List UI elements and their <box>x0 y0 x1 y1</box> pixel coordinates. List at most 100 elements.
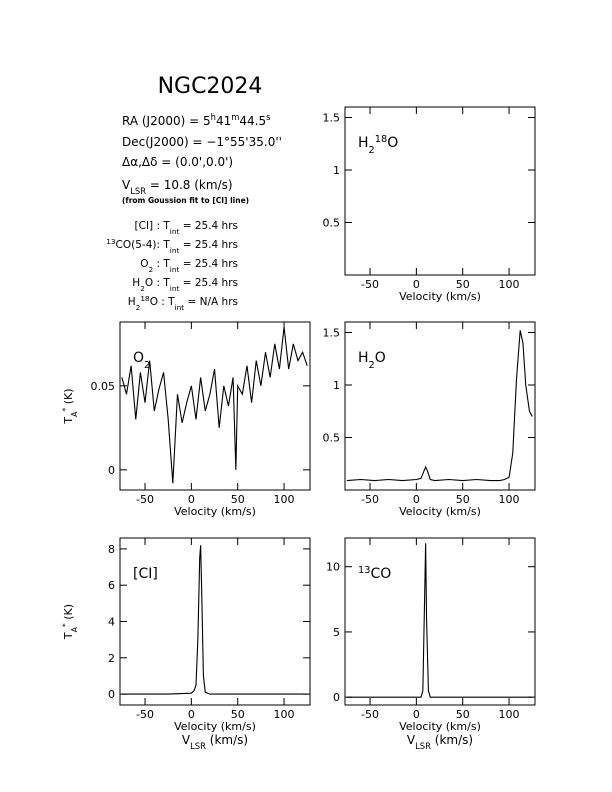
ra-line: RA (J2000) = 5h41m44.5s <box>122 112 271 128</box>
y-tick-label: 10 <box>326 561 340 574</box>
offset-line-part: Δα,Δδ = (0.0',0.0') <box>122 155 233 169</box>
x-axis-label-part: V <box>407 733 416 747</box>
tint-line: H218O : Tint = N/A hrs <box>128 294 238 312</box>
tint-line: [CI] : Tint = 25.4 hrs <box>135 220 238 236</box>
x-tick-label: 100 <box>499 278 520 291</box>
x-axis-label-part: Velocity (km/s) <box>399 290 481 303</box>
x-axis-label: Velocity (km/s) <box>399 505 481 518</box>
panel-label: [CI] <box>133 566 158 582</box>
tint-line: 13CO(5-4): Tint = 25.4 hrs <box>106 237 238 255</box>
y-tick-label: 0.05 <box>91 380 116 393</box>
x-tick-label: 50 <box>231 493 245 506</box>
panel: -50 0 50 100 0.5 1 1.5 H2O Velocity (km/s) <box>323 321 536 518</box>
panel: -50 0 50 100 0 5 10 13CO Velocity (km/s)VLSR (km… <box>326 537 536 751</box>
y-tick-label: 1.5 <box>323 112 341 125</box>
y-tick-label: 0.5 <box>323 432 341 445</box>
y-tick-label: 0 <box>108 688 115 701</box>
y-axis-label-part: * <box>61 623 70 627</box>
x-tick-label: 100 <box>274 708 295 721</box>
y-tick-label: 5 <box>333 626 340 639</box>
tint-line-part: 2 <box>140 284 145 293</box>
panel: -50 0 50 100 0 2 4 6 8 [CI] Velocity (km/s)VLSR (k… <box>61 537 311 751</box>
tint-line-part: int <box>170 246 180 255</box>
x-axis-label-part: Velocity (km/s) <box>174 720 256 733</box>
tint-line-part: = 25.4 hrs <box>179 239 238 251</box>
panel-label: 13CO <box>358 565 391 583</box>
panel-label-part: O <box>387 135 398 151</box>
y-tick-label: 4 <box>108 616 115 629</box>
x-axis-label: Velocity (km/s) <box>174 720 256 733</box>
panel-frame <box>344 321 536 491</box>
tint-line-part: O : T <box>150 296 175 308</box>
tint-line-part: 2 <box>136 303 141 312</box>
panel-label: H218O <box>358 134 398 156</box>
panel: -50 0 50 100 0.5 1 1.5 H218O Velocity (km/s) <box>323 106 536 303</box>
ra-line-part: 41 <box>216 114 231 128</box>
y-axis-label-part: A <box>70 411 79 417</box>
y-axis-label: TA* (K) <box>61 604 79 640</box>
ra-line-part: s <box>266 112 270 122</box>
x-tick-label: -50 <box>136 493 154 506</box>
x-tick-label: 50 <box>231 708 245 721</box>
vlsr-line: VLSR = 10.8 (km/s) <box>122 178 233 196</box>
ra-line-part: h <box>211 112 216 122</box>
tint-line: H2O : Tint = 25.4 hrs <box>132 277 238 293</box>
panel-label-part: 2 <box>369 360 375 371</box>
y-tick-label: 0 <box>333 691 340 704</box>
x-tick-label: 50 <box>456 708 470 721</box>
x-axis-label-part: Velocity (km/s) <box>399 720 481 733</box>
x-tick-label: 100 <box>499 493 520 506</box>
note-line: (from Goussion fit to [CI] line) <box>122 196 249 205</box>
panel-label-part: 13 <box>358 565 370 576</box>
y-tick-label: 6 <box>108 579 115 592</box>
y-tick-label: 1 <box>333 379 340 392</box>
panel-label-part: CO <box>370 566 391 582</box>
x-tick-label: -50 <box>361 278 379 291</box>
x-tick-label: 0 <box>188 493 195 506</box>
x-axis-label: VLSR (km/s) <box>407 733 473 751</box>
y-axis-label-part: A <box>70 626 79 632</box>
tint-line-part: 18 <box>140 294 150 303</box>
y-axis-label-part: (K) <box>62 604 75 623</box>
y-axis-label: TA* (K) <box>61 388 79 424</box>
panel-frame <box>344 106 536 276</box>
y-tick-label: 8 <box>108 543 115 556</box>
panel-label-part: 2 <box>369 145 375 156</box>
x-axis-label-part: (km/s) <box>206 733 248 747</box>
tint-line-part: = 25.4 hrs <box>179 277 238 289</box>
x-axis-label-part: (km/s) <box>431 733 473 747</box>
dec-line: Dec(J2000) = −1°55'35.0'' <box>122 135 282 149</box>
panel-label-part: 18 <box>375 134 387 145</box>
x-tick-label: 0 <box>188 708 195 721</box>
panel-label-part: H <box>358 350 369 366</box>
y-axis-label-part: T <box>62 632 75 640</box>
x-axis-label: Velocity (km/s) <box>399 720 481 733</box>
panel-label: O2 <box>133 350 150 371</box>
panel-label-part: O <box>133 350 144 366</box>
x-tick-label: -50 <box>361 493 379 506</box>
x-axis-label: Velocity (km/s) <box>174 505 256 518</box>
figure-title: NGC2024 <box>158 74 263 99</box>
panel-label-part: 2 <box>144 360 150 371</box>
note-line-part: (from Goussion fit to [CI] line) <box>122 196 249 205</box>
x-axis-label-part: LSR <box>415 741 431 751</box>
panel-frame <box>119 321 311 491</box>
spectrum-line <box>121 326 308 484</box>
tint-line-part: [CI] : T <box>135 220 171 232</box>
x-tick-label: 100 <box>499 708 520 721</box>
tint-line-part: H <box>132 277 140 289</box>
y-tick-label: 0.5 <box>323 217 341 230</box>
y-axis-label-part: T <box>62 417 75 425</box>
dec-line-part: Dec(J2000) = −1°55'35.0'' <box>122 135 282 149</box>
y-tick-label: 1.5 <box>323 327 341 340</box>
tint-line-part: 2 <box>148 265 153 274</box>
y-tick-label: 1 <box>333 164 340 177</box>
spectrum-line <box>121 545 308 695</box>
panel-label-part: O <box>375 350 386 366</box>
panel-label-part: H <box>358 135 369 151</box>
y-axis-label-part: (K) <box>62 388 75 407</box>
tint-line-part: = N/A hrs <box>184 296 238 308</box>
